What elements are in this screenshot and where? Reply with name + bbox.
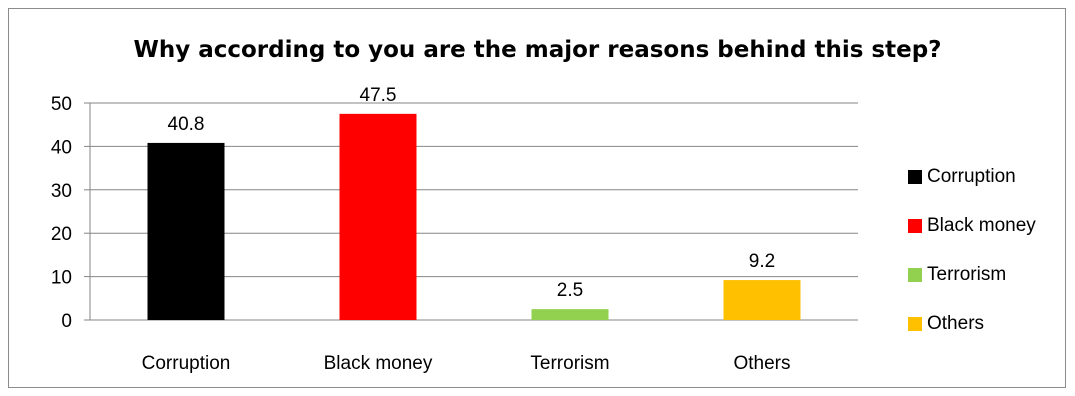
y-tick-label: 50	[51, 94, 72, 115]
legend-swatch	[908, 218, 922, 233]
legend-label: Corruption	[927, 165, 1016, 187]
y-tick-label: 40	[51, 137, 72, 158]
data-label-terrorism: 2.5	[557, 280, 583, 301]
bars	[147, 113, 801, 320]
x-category-label: Corruption	[142, 353, 231, 374]
x-axis: Corruption Black money Terrorism Others	[142, 353, 791, 374]
y-axis: 0 10 20 30 40 50	[51, 94, 91, 332]
data-label-black-money: 47.5	[360, 85, 397, 106]
y-tick-label: 30	[51, 181, 72, 202]
legend-label: Black money	[927, 214, 1036, 236]
data-label-others: 9.2	[749, 251, 775, 272]
legend-swatch	[908, 316, 922, 331]
bar-terrorism	[531, 309, 609, 320]
legend-swatch	[908, 267, 922, 282]
legend-item-corruption: Corruption	[908, 152, 1036, 201]
y-tick-label: 10	[51, 268, 72, 289]
x-category-label: Black money	[324, 353, 433, 374]
bar-others	[723, 280, 801, 320]
legend-swatch	[908, 169, 922, 184]
y-tick-label: 20	[51, 224, 72, 245]
legend-item-terrorism: Terrorism	[908, 250, 1036, 299]
x-category-label: Others	[733, 353, 790, 374]
data-label-corruption: 40.8	[168, 114, 205, 135]
legend-label: Terrorism	[927, 263, 1007, 285]
x-category-label: Terrorism	[530, 353, 609, 374]
bar-corruption	[147, 142, 225, 320]
bar-black-money	[339, 113, 417, 320]
legend-label: Others	[927, 312, 985, 334]
legend-item-others: Others	[908, 299, 1036, 348]
y-tick-label: 0	[61, 311, 72, 332]
legend-item-black-money: Black money	[908, 201, 1036, 250]
legend: Corruption Black money Terrorism Others	[908, 152, 1036, 348]
chart-title: Why according to you are the major reaso…	[133, 37, 942, 63]
data-labels: 40.8 47.5 2.5 9.2	[168, 85, 776, 301]
